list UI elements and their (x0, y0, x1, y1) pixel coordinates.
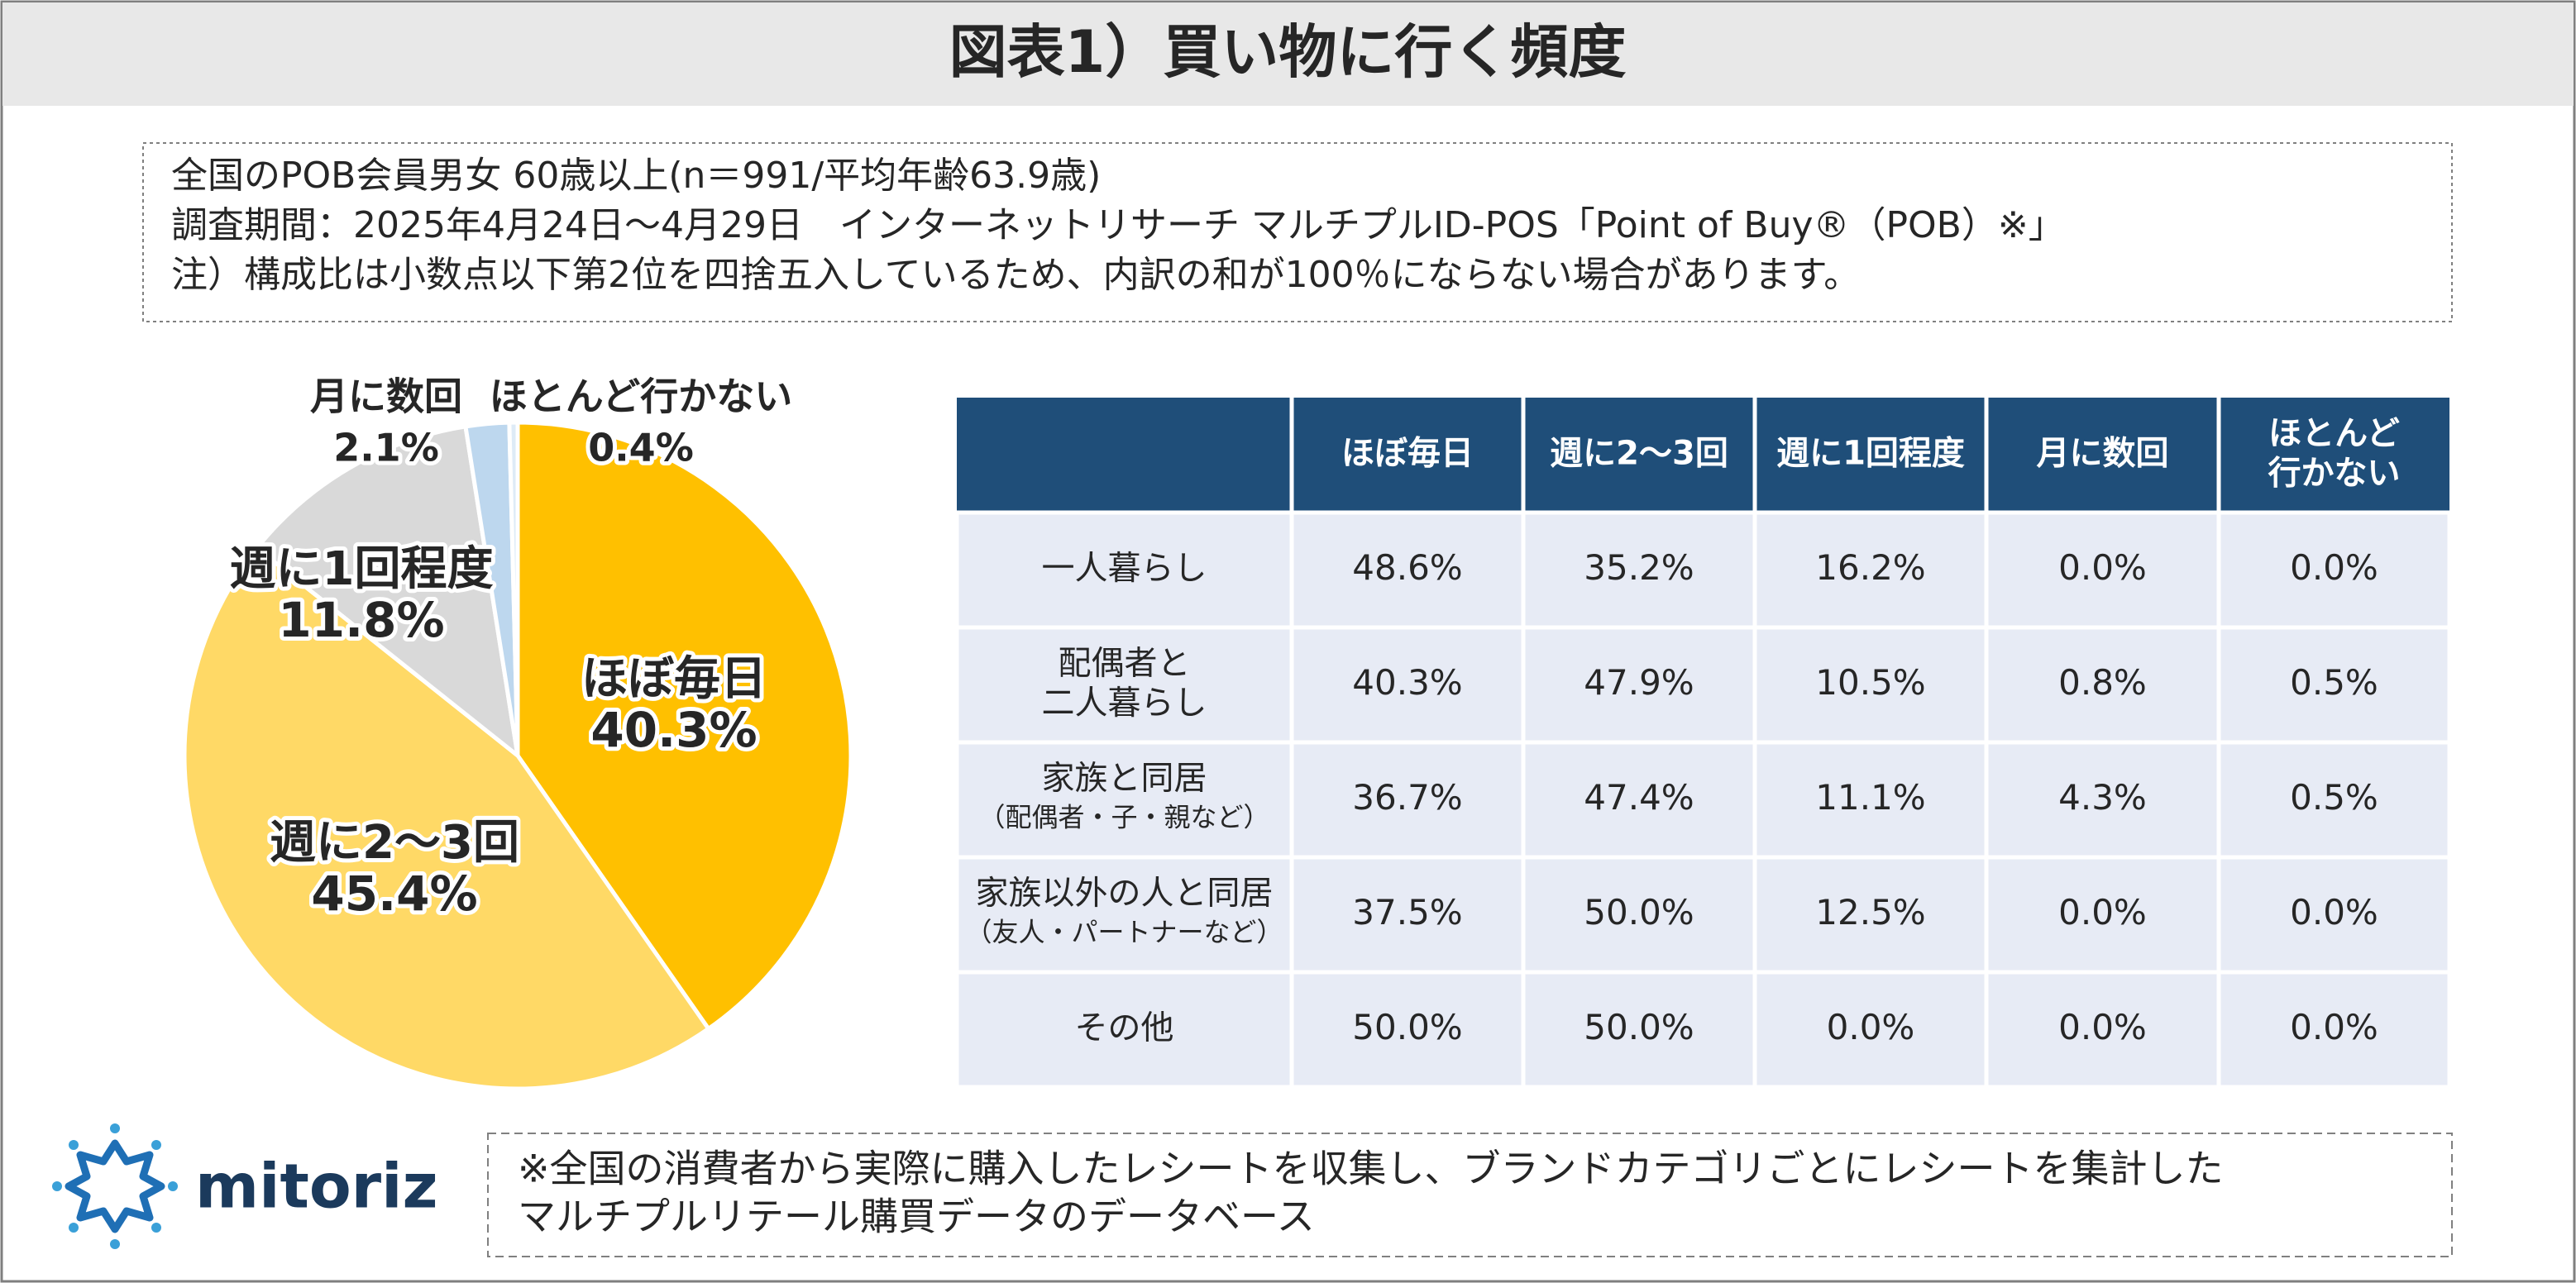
slice-value-label: 11.8% (278, 592, 444, 648)
table-cell: 48.6% (1352, 547, 1462, 588)
table-cell: 36.7% (1352, 777, 1462, 818)
table-cell: 0.0% (2290, 547, 2378, 588)
slice-value-label: 2.1% (333, 426, 439, 470)
pie-slice (515, 420, 853, 1032)
logo-dot (151, 1223, 161, 1233)
table-cell: 0.0% (2058, 547, 2147, 588)
column-header: 月に数回 (2037, 435, 2169, 473)
table-cell: 50.0% (1584, 1007, 1694, 1047)
table-cell: 0.0% (2058, 1007, 2147, 1047)
table-cell: 50.0% (1584, 892, 1694, 932)
title-bar (2, 2, 2574, 106)
note-line: 全国のPOB会員男女 60歳以上(n＝991/平均年齢63.9歳) (171, 155, 1101, 197)
row-label: 一人暮らし (1042, 550, 1207, 588)
table-cell-bg (1289, 970, 1526, 1090)
table-cell-bg (1289, 625, 1526, 745)
slice-category-label: 週に1回程度 (230, 542, 494, 596)
table-cell: 11.1% (1815, 777, 1925, 818)
footnote-box (487, 1133, 2453, 1257)
table-cell-bg (1521, 625, 1757, 745)
column-header: 週に2〜3回 (1550, 435, 1728, 473)
row-label: 家族と同居 (1042, 760, 1207, 798)
column-header: 週に1回程度 (1776, 435, 1965, 473)
logo-dot (69, 1140, 79, 1150)
table-cell-bg (954, 740, 1294, 860)
table-cell-bg (2216, 970, 2452, 1090)
info-box (142, 142, 2453, 322)
slice-category-label: ほとんど行かない (490, 374, 793, 419)
logo-dot (168, 1181, 178, 1191)
table-header-row (957, 398, 2449, 513)
row-label: 二人暮らし (1042, 684, 1207, 723)
row-sublabel: （友人・パートナーなど） (965, 917, 1283, 948)
table-cell: 12.5% (1815, 892, 1925, 932)
pie-slice (182, 545, 712, 1091)
note-line: 調査期間：2025年4月24日〜4月29日 インターネットリサーチ マルチプルI… (171, 204, 2065, 246)
pie-slice (507, 420, 520, 756)
footnote-line: マルチプルリテール購買データのデータベース (518, 1195, 1315, 1239)
table-cell: 50.0% (1352, 1007, 1462, 1047)
slice-value-label: 0.4% (588, 426, 694, 470)
table-cell-bg (1752, 970, 1989, 1090)
column-header: ほぼ毎日 (1341, 435, 1474, 473)
logo-dot (110, 1123, 120, 1133)
table-cell-bg (1752, 740, 1989, 860)
table-cell-bg (1752, 510, 1989, 630)
logo-star (65, 1139, 165, 1233)
table-cell: 0.8% (2058, 662, 2147, 703)
table-cell: 0.0% (2290, 1007, 2378, 1047)
table-cell-bg (1984, 625, 2221, 745)
footnote-line: ※全国の消費者から実際に購入したレシートを収集し、ブランドカテゴリごとにレシート… (518, 1147, 2224, 1191)
table-cell-bg (2216, 625, 2452, 745)
table-cell-bg (1289, 855, 1526, 975)
row-sublabel: （配偶者・子・親など） (978, 802, 1269, 833)
row-label: その他 (1075, 1009, 1174, 1047)
table-cell: 0.0% (2290, 892, 2378, 932)
table-cell: 10.5% (1815, 662, 1925, 703)
slice-category-label: 月に数回 (310, 374, 462, 419)
logo-dot (110, 1239, 120, 1249)
slice-category-label: 週に2〜3回 (270, 816, 519, 870)
table-cell-bg (1752, 625, 1989, 745)
title: 図表1）買い物に行く頻度 (949, 18, 1627, 86)
row-label: 配偶者と (1059, 645, 1191, 683)
slice-value-label: 40.3% (590, 702, 757, 758)
table-cell-bg (1752, 855, 1989, 975)
table-cell: 47.9% (1584, 662, 1694, 703)
table-cell: 37.5% (1352, 892, 1462, 932)
table-cell: 0.0% (2058, 892, 2147, 932)
table-cell: 4.3% (2058, 777, 2147, 818)
logo-dot (52, 1181, 62, 1191)
column-header: ほとんど (2268, 415, 2400, 453)
table-cell: 35.2% (1584, 547, 1694, 588)
slice-value-label: 45.4% (311, 866, 477, 922)
note-line: 注）構成比は小数点以下第2位を四捨五入しているため、内訳の和が100％にならない… (171, 254, 1860, 296)
table-cell-bg (954, 625, 1294, 745)
logo-text: mitoriz (195, 1152, 438, 1223)
column-header: 行かない (2268, 455, 2401, 493)
logo-dot (69, 1223, 79, 1233)
logo-dot (151, 1140, 161, 1150)
table-cell: 16.2% (1815, 547, 1925, 588)
table-cell: 47.4% (1584, 777, 1694, 818)
slice-category-label: ほぼ毎日 (581, 652, 767, 706)
logo-icon (52, 1123, 178, 1249)
table-cell: 40.3% (1352, 662, 1462, 703)
table-cell: 0.5% (2290, 777, 2378, 818)
row-label: 家族以外の人と同居 (976, 875, 1274, 913)
table-cell: 0.5% (2290, 662, 2378, 703)
table-cell-bg (954, 510, 1294, 630)
table-cell-bg (954, 855, 1294, 975)
table-cell: 0.0% (1827, 1007, 1915, 1047)
table-cell-bg (954, 970, 1294, 1090)
table-cell-bg (2216, 740, 2452, 860)
pie-slice (254, 424, 521, 761)
